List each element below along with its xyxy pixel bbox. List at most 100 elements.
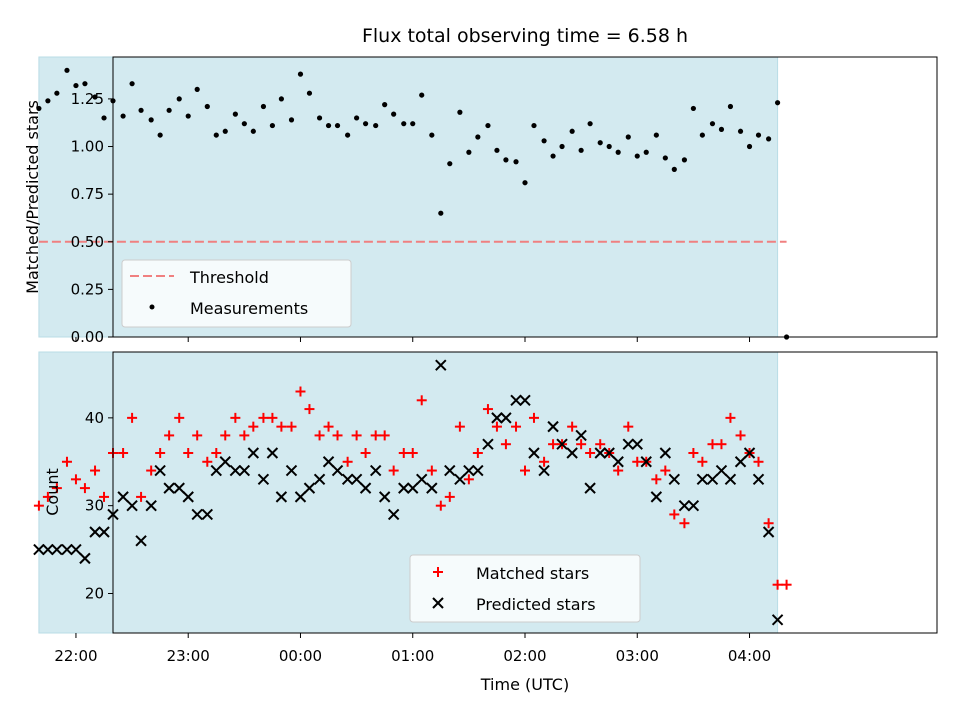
measurement-point <box>718 126 725 132</box>
measurement-point <box>587 121 593 127</box>
top-legend-box <box>121 259 352 328</box>
predicted-star-point <box>752 473 765 486</box>
matched-star-point <box>781 579 792 590</box>
measurement-point <box>166 107 172 113</box>
predicted-star-point <box>650 491 663 503</box>
matched-star-point <box>679 518 690 529</box>
matched-star-point <box>463 474 474 485</box>
matched-star-point <box>539 456 550 467</box>
measurement-point <box>737 128 744 134</box>
matched-star-point <box>716 439 727 450</box>
bottom-y-ticks: 20 30 40 <box>85 409 113 602</box>
matched-star-point <box>520 465 530 476</box>
predicted-star-point <box>566 447 578 459</box>
predicted-star-point <box>294 491 307 503</box>
matched-star-point <box>136 491 147 502</box>
matched-star-point <box>42 491 53 502</box>
predicted-star-point <box>724 473 737 486</box>
predicted-star-point <box>659 447 672 459</box>
predicted-star-point <box>771 614 784 626</box>
measurement-point <box>503 157 509 163</box>
top-y-ticks: 0.00 0.25 0.50 0.75 1.00 1.25 <box>71 90 113 346</box>
predicted-star-point <box>482 438 494 450</box>
predicted-star-point <box>734 456 747 468</box>
predicted-star-point <box>416 473 428 486</box>
predicted-star-point <box>426 482 438 494</box>
predicted-star-point <box>331 464 344 477</box>
measurement-point <box>334 122 341 129</box>
predicted-star-point <box>463 464 475 477</box>
chart-title: Flux total observing time = 6.58 h <box>362 25 688 47</box>
top-legend: Threshold Measurements <box>121 259 352 328</box>
predicted-star-point <box>398 482 410 494</box>
bottom-ylabel: Count <box>43 468 62 516</box>
measurement-point <box>401 121 407 127</box>
predicted-star-point <box>687 499 700 512</box>
matched-star-point <box>258 412 269 423</box>
measurement-point <box>129 81 135 87</box>
predicted-star-point <box>584 482 596 494</box>
matched-star-point <box>548 439 559 450</box>
predicted-star-point <box>743 447 756 459</box>
measurement-point <box>241 121 247 127</box>
matched-star-point <box>623 421 634 432</box>
measurement-point <box>606 143 612 150</box>
xtick-label: 02:00 <box>503 647 546 665</box>
measurement-point <box>82 81 88 87</box>
predicted-star-point <box>668 473 681 486</box>
measurement-point <box>466 149 472 155</box>
measurement-point <box>297 71 304 77</box>
matched-star-point <box>482 404 493 415</box>
predicted-star-point <box>126 499 138 512</box>
predicted-star-point <box>229 464 242 477</box>
measurement-point <box>709 121 716 127</box>
matched-star-point <box>61 456 72 467</box>
predicted-star-point <box>612 456 624 468</box>
measurement-point <box>138 107 144 113</box>
predicted-star-point <box>61 543 73 556</box>
matched-star-point <box>314 430 325 441</box>
matched-star-point <box>772 579 783 590</box>
matched-star-point <box>651 474 662 485</box>
predicted-star-point <box>219 456 231 468</box>
matched-star-point <box>127 412 138 423</box>
predicted-star-point <box>42 543 54 556</box>
measurement-point <box>176 96 182 102</box>
measurement-point <box>204 103 210 110</box>
measurement-point <box>475 134 481 140</box>
matched-star-point <box>697 456 708 467</box>
measurement-point <box>36 105 42 112</box>
matched-legend-swatch <box>433 567 443 577</box>
predicted-star-point <box>210 464 222 477</box>
predicted-star-point <box>145 499 157 512</box>
measurement-point <box>73 82 79 89</box>
measurement-point <box>699 132 705 138</box>
top-ytick-label: 1.25 <box>71 90 104 108</box>
count-panel: 22:00 23:00 00:00 01:00 02:00 03:00 04:00 20 30… <box>33 351 938 694</box>
matched-star-point <box>239 430 250 441</box>
predicted-star-point <box>594 447 606 459</box>
matched-star-point <box>753 456 764 467</box>
matched-star-point <box>332 430 343 441</box>
measurement-point <box>306 90 313 96</box>
measurement-point <box>250 128 256 134</box>
measurement-point <box>391 111 397 117</box>
matched-star-point <box>90 465 101 476</box>
matched-star-point <box>370 430 381 441</box>
measurement-point <box>45 98 51 104</box>
measurement-point <box>513 159 519 165</box>
xtick-label: 00:00 <box>279 647 322 665</box>
measurement-point <box>671 166 677 172</box>
predicted-star-point <box>547 420 559 433</box>
measurement-point <box>569 128 575 134</box>
matched-star-point <box>146 465 157 476</box>
predicted-star-point <box>117 491 129 503</box>
measurement-point <box>438 210 444 216</box>
predicted-star-point <box>182 491 194 503</box>
matched-star-point <box>725 412 736 423</box>
predicted-star-point <box>407 482 419 494</box>
predicted-star-point <box>575 429 587 442</box>
matched-star-point <box>763 518 774 529</box>
predicted-star-point <box>715 464 728 477</box>
matched-star-point <box>528 412 539 423</box>
